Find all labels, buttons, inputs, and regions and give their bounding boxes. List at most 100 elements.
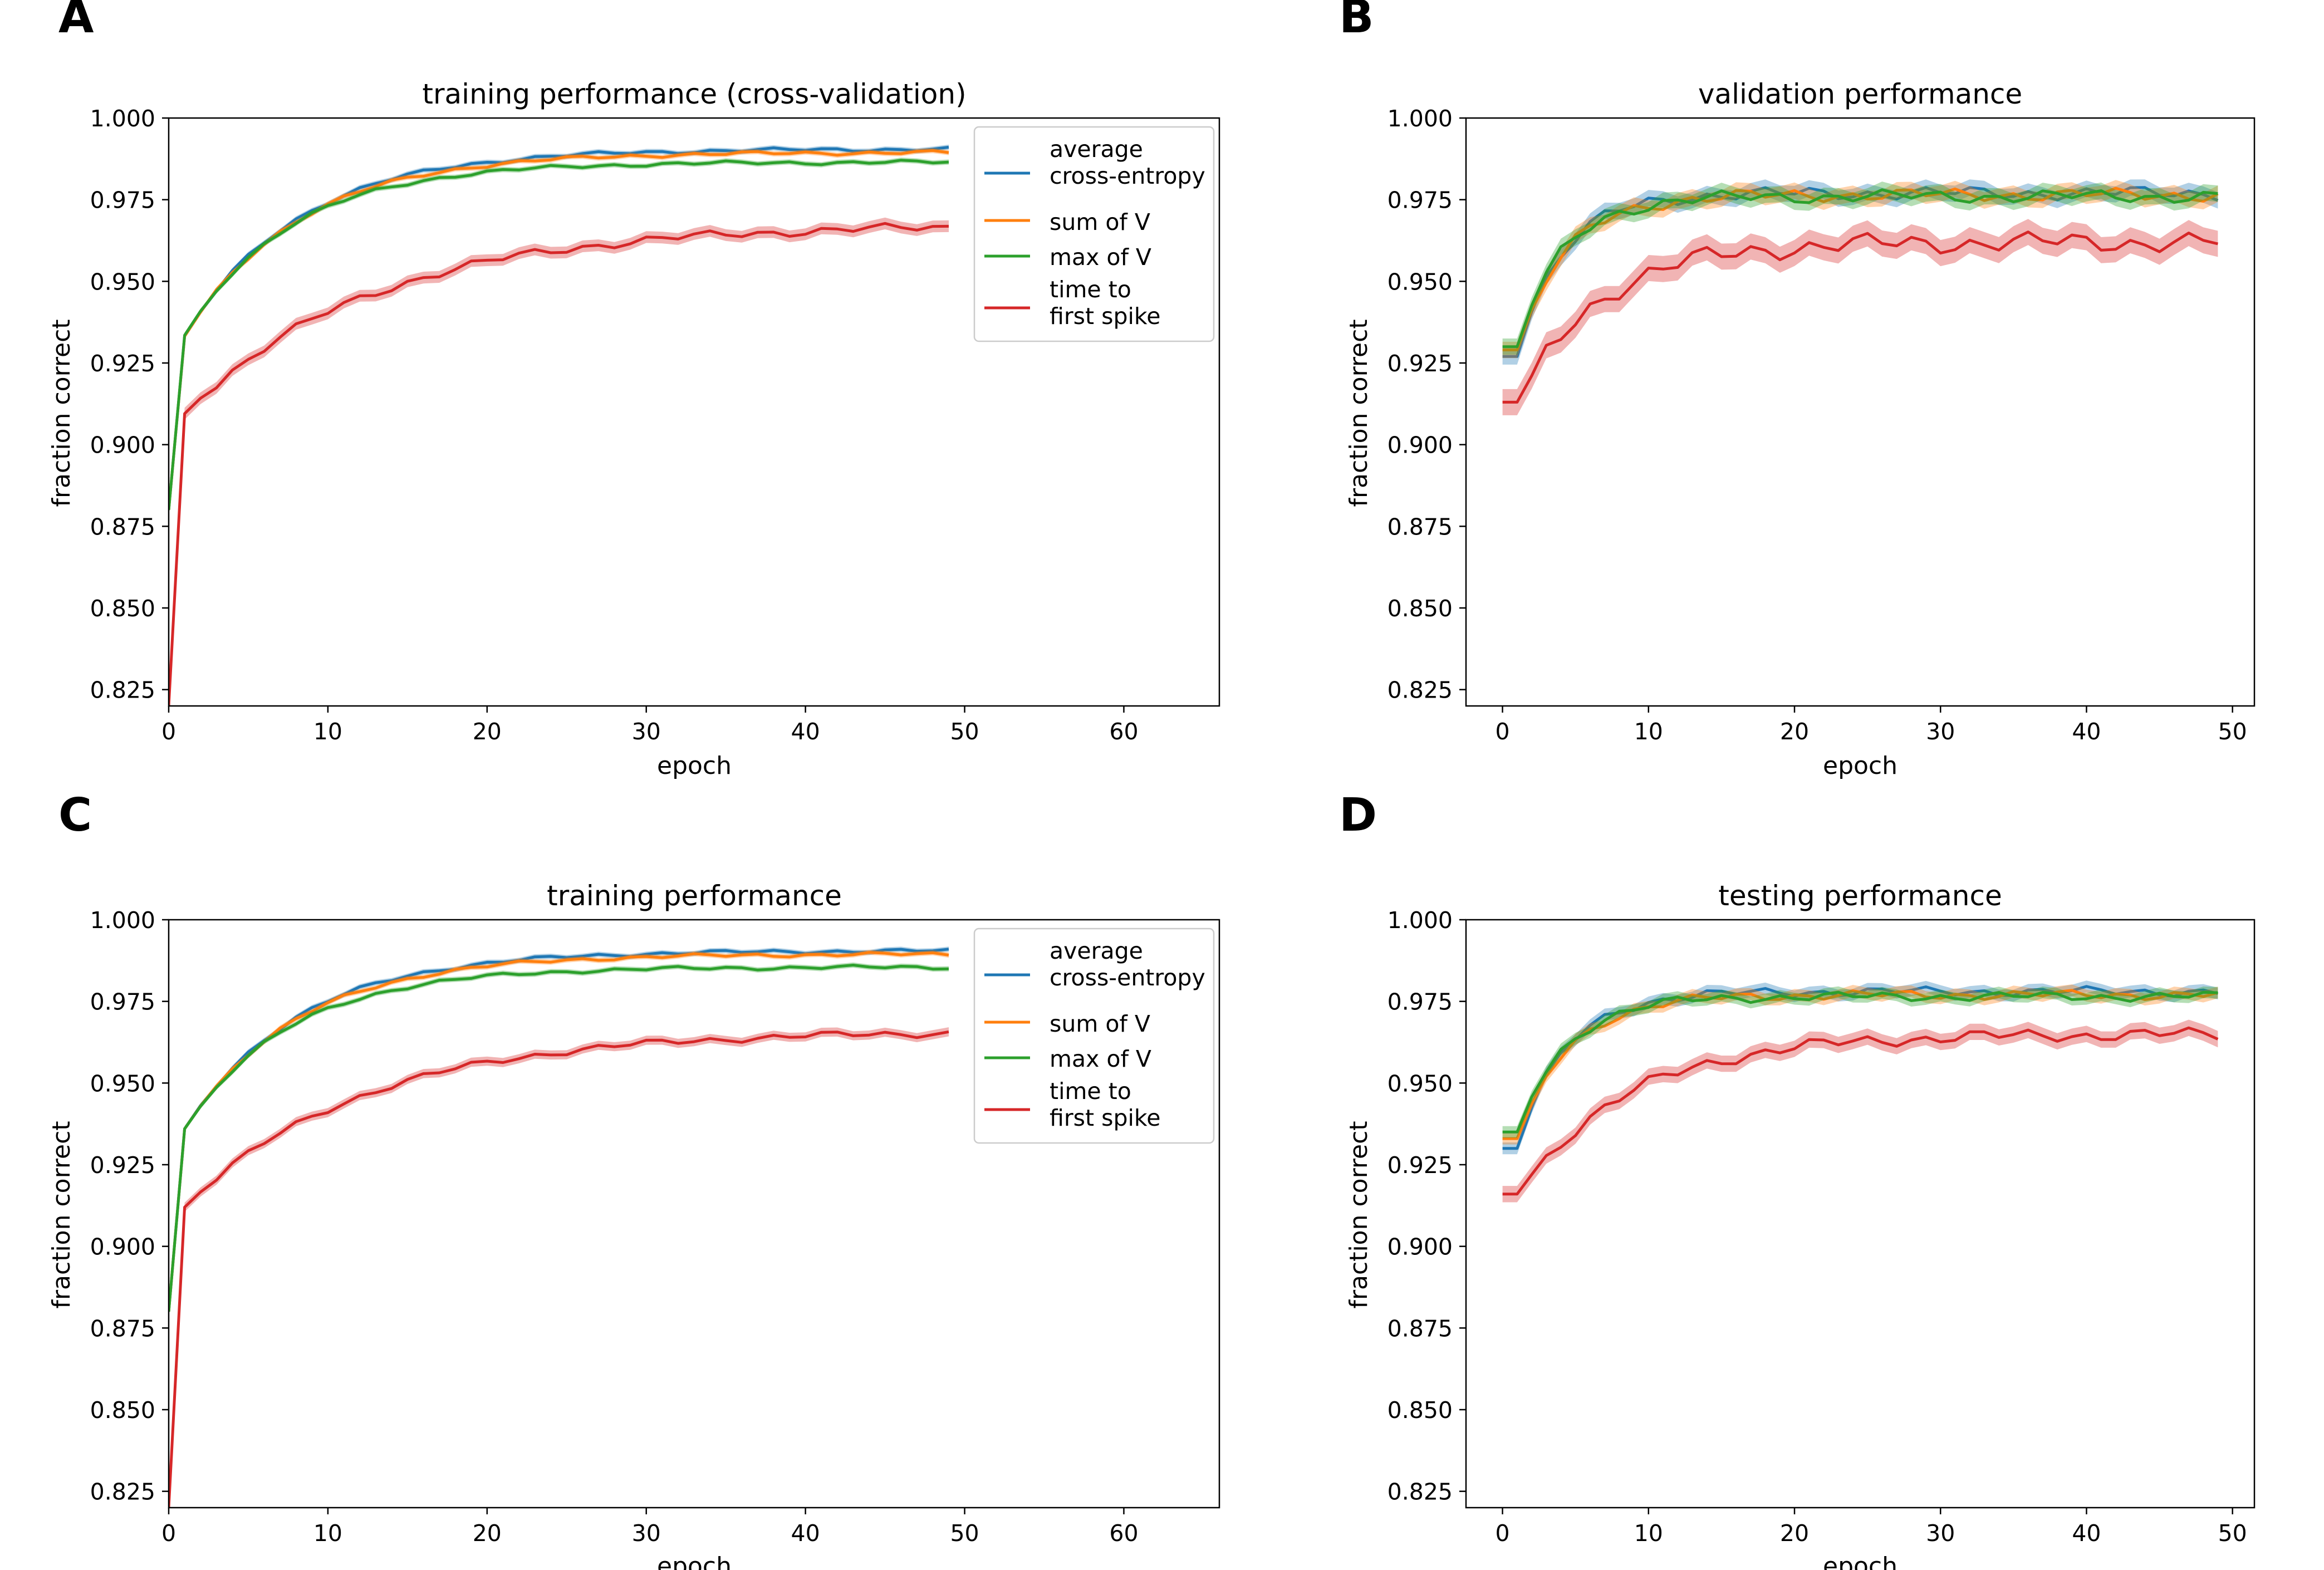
y-tick-label: 0.875 bbox=[1387, 513, 1453, 540]
y-tick-label: 0.875 bbox=[90, 513, 155, 540]
x-axis-label: epoch bbox=[1823, 1552, 1898, 1570]
x-tick-label: 0 bbox=[1496, 718, 1510, 745]
chart-title: validation performance bbox=[1698, 78, 2022, 110]
x-tick-label: 50 bbox=[950, 1520, 979, 1547]
x-tick-label: 50 bbox=[950, 718, 979, 745]
series-band bbox=[1502, 1019, 2218, 1203]
x-tick-label: 10 bbox=[1634, 718, 1663, 745]
panel-letter-b: B bbox=[1339, 0, 1374, 43]
x-tick-label: 50 bbox=[2218, 1520, 2247, 1547]
y-axis-label: fraction correct bbox=[1345, 319, 1373, 507]
y-tick-label: 0.975 bbox=[1387, 187, 1453, 214]
x-tick-label: 40 bbox=[2072, 718, 2101, 745]
axes-frame bbox=[1465, 117, 2256, 707]
panel-d-testing: testing performance epoch fraction corre… bbox=[1345, 880, 2256, 1570]
x-tick-label: 30 bbox=[632, 718, 661, 745]
y-tick-label: 1.000 bbox=[90, 105, 155, 132]
y-tick-label: 0.875 bbox=[90, 1315, 155, 1342]
y-tick-label: 1.000 bbox=[1387, 907, 1453, 934]
x-axis-label: epoch bbox=[1823, 752, 1898, 780]
series-line-time-to-first-spike bbox=[169, 222, 949, 706]
axes-frame bbox=[1465, 919, 2256, 1509]
x-tick-label: 40 bbox=[791, 718, 820, 745]
panel-letter-d: D bbox=[1339, 789, 1377, 842]
x-tick-label: 0 bbox=[161, 718, 176, 745]
x-tick-label: 20 bbox=[473, 718, 502, 745]
legend-label: max of V bbox=[1050, 244, 1151, 271]
panel-letter-a: A bbox=[58, 0, 94, 43]
y-tick-label: 0.875 bbox=[1387, 1315, 1453, 1342]
x-tick-label: 10 bbox=[1634, 1520, 1663, 1547]
series-line-average-cross-entropy bbox=[169, 145, 949, 511]
chart-title: training performance bbox=[547, 880, 842, 912]
y-tick-label: 0.925 bbox=[90, 1152, 155, 1179]
panel-b-validation: validation performance epoch fraction co… bbox=[1345, 78, 2256, 780]
series-band bbox=[1502, 986, 2218, 1138]
y-tick-label: 0.850 bbox=[1387, 595, 1453, 622]
y-tick-label: 0.900 bbox=[90, 432, 155, 459]
series-line-max-of-V bbox=[1502, 990, 2218, 1134]
x-tick-label: 50 bbox=[2218, 718, 2247, 745]
series-line-time-to-first-spike bbox=[169, 1030, 949, 1508]
y-tick-label: 0.825 bbox=[1387, 1479, 1453, 1505]
series-line-time-to-first-spike bbox=[1502, 230, 2218, 404]
x-tick-label: 20 bbox=[473, 1520, 502, 1547]
legend-label: time to bbox=[1050, 1078, 1131, 1105]
chart-title: testing performance bbox=[1718, 880, 2002, 912]
x-tick-label: 40 bbox=[2072, 1520, 2101, 1547]
series-band bbox=[1502, 181, 2218, 355]
x-tick-label: 0 bbox=[161, 1520, 176, 1547]
series-band bbox=[1502, 219, 2218, 415]
legend-label: sum of V bbox=[1050, 1010, 1150, 1037]
series-line-sum-of-V bbox=[1502, 989, 2219, 1140]
x-tick-label: 60 bbox=[1109, 1520, 1138, 1547]
chart-title: training performance (cross-validation) bbox=[422, 78, 966, 110]
legend-label: max of V bbox=[1050, 1046, 1151, 1072]
panel-c-training: training performance epoch fraction corr… bbox=[47, 880, 1220, 1570]
y-tick-label: 0.825 bbox=[1387, 677, 1453, 704]
y-tick-label: 0.850 bbox=[90, 595, 155, 622]
y-tick-label: 1.000 bbox=[1387, 105, 1453, 132]
x-tick-label: 60 bbox=[1109, 718, 1138, 745]
y-tick-label: 0.900 bbox=[1387, 1234, 1453, 1260]
series-line-max-of-V bbox=[169, 964, 949, 1312]
y-tick-label: 0.900 bbox=[90, 1234, 155, 1260]
y-tick-label: 0.925 bbox=[1387, 1152, 1453, 1179]
panel-a-training-cv: training performance (cross-validation) … bbox=[47, 78, 1220, 780]
legend-label: cross-entropy bbox=[1050, 964, 1205, 991]
y-tick-label: 0.825 bbox=[90, 1479, 155, 1505]
y-tick-label: 0.925 bbox=[90, 350, 155, 377]
x-axis-label: epoch bbox=[657, 752, 732, 780]
y-tick-label: 0.950 bbox=[90, 268, 155, 295]
x-tick-label: 20 bbox=[1780, 1520, 1809, 1547]
axes-frame bbox=[168, 919, 1220, 1509]
plot-area bbox=[169, 946, 949, 1508]
y-axis-label: fraction correct bbox=[1345, 1121, 1373, 1308]
plot-area bbox=[1502, 980, 2219, 1203]
series-line-sum-of-V bbox=[169, 951, 949, 1312]
x-tick-label: 30 bbox=[632, 1520, 661, 1547]
x-tick-label: 40 bbox=[791, 1520, 820, 1547]
series-line-average-cross-entropy bbox=[169, 948, 949, 1312]
y-tick-label: 1.000 bbox=[90, 907, 155, 934]
legend-label: time to bbox=[1050, 276, 1131, 303]
y-tick-label: 0.825 bbox=[90, 677, 155, 704]
plot-area bbox=[169, 144, 949, 706]
y-axis-label: fraction correct bbox=[47, 319, 76, 507]
legend-label: first spike bbox=[1050, 303, 1160, 330]
legend-label: cross-entropy bbox=[1050, 163, 1205, 189]
legend-label: average bbox=[1050, 938, 1143, 964]
y-tick-label: 0.950 bbox=[90, 1070, 155, 1097]
x-tick-label: 30 bbox=[1926, 718, 1955, 745]
y-tick-label: 0.975 bbox=[90, 989, 155, 1015]
legend-label: first spike bbox=[1050, 1105, 1160, 1131]
panel-letter-c: C bbox=[58, 789, 92, 842]
x-tick-label: 20 bbox=[1780, 718, 1809, 745]
x-tick-label: 10 bbox=[313, 1520, 342, 1547]
y-tick-label: 0.975 bbox=[90, 187, 155, 214]
axes-frame bbox=[168, 117, 1220, 707]
plot-area bbox=[1502, 179, 2219, 415]
